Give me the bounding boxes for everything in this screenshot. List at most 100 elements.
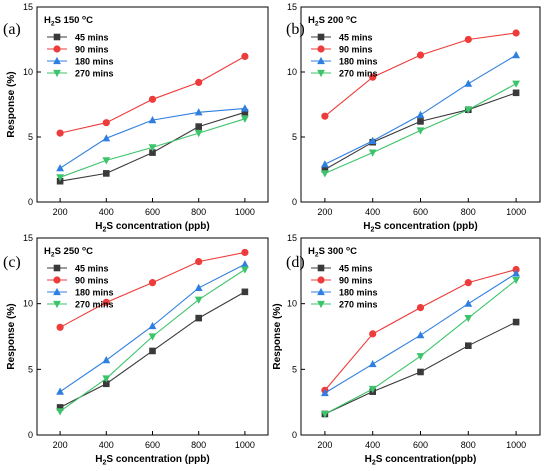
legend-label: 180 mins	[339, 57, 378, 67]
legend-marker	[53, 45, 61, 53]
y-tick-label: 5	[28, 132, 33, 142]
data-point	[464, 35, 472, 44]
condition-label: H2S 200 oC	[308, 15, 357, 28]
data-point	[195, 123, 202, 130]
data-point	[416, 127, 425, 135]
data-point	[512, 29, 520, 37]
chart-panel-2: 200 400 600 800 1000 0 5 10 15 H2S concentration …	[286, 2, 541, 234]
x-tick-label: 400	[99, 207, 114, 217]
data-point	[149, 149, 156, 156]
legend-label: 45 mins	[75, 264, 109, 274]
panel-letter: (d)	[286, 254, 305, 271]
data-point	[464, 279, 472, 287]
legend-label: 270 mins	[339, 300, 378, 310]
data-point	[368, 136, 377, 144]
x-tick-label: 1000	[506, 207, 526, 217]
data-point	[241, 288, 249, 296]
legend-marker	[53, 33, 61, 41]
data-point	[56, 323, 64, 331]
data-point	[416, 353, 425, 361]
legend-marker	[317, 276, 325, 284]
data-point	[241, 115, 249, 123]
panel-letter: (a)	[3, 21, 21, 38]
data-point	[149, 347, 156, 355]
data-point	[368, 359, 377, 368]
data-point	[241, 104, 249, 112]
data-point	[148, 321, 157, 330]
data-point	[464, 315, 473, 323]
data-point	[369, 330, 377, 338]
x-tick-label: 200	[317, 440, 332, 450]
legend-marker	[53, 300, 61, 309]
panel-letter: (c)	[3, 254, 21, 271]
condition-label: H2S 250 oC	[44, 246, 93, 259]
legend-label: 90 mins	[75, 45, 109, 55]
data-point	[512, 269, 520, 277]
data-point	[368, 385, 377, 394]
legend-marker	[317, 56, 325, 65]
data-point	[148, 116, 157, 124]
data-point	[416, 331, 425, 339]
data-point	[464, 79, 473, 87]
data-point	[102, 298, 110, 306]
chart-panel-4: 200 400 600 800 1000 0 5 10 15 H2S concentration(…	[272, 233, 541, 467]
x-axis-label: H2S concentration (ppb)	[363, 221, 477, 234]
x-tick-label: 1000	[506, 440, 526, 450]
legend-marker	[317, 287, 325, 296]
legend-label: 270 mins	[339, 69, 378, 79]
condition-label: H2S 150 oC	[44, 15, 93, 28]
y-tick-label: 15	[287, 233, 297, 243]
x-axis-label: H2S concentration(ppb)	[365, 454, 477, 467]
legend-label: 180 mins	[75, 288, 114, 298]
x-axis-label: H2S concentration (ppb)	[95, 221, 209, 234]
data-point	[321, 160, 329, 168]
chart-panel-3: 200 400 600 800 1000 0 5 10 15 H2S concentration …	[3, 233, 269, 467]
y-tick-label: 10	[287, 299, 297, 309]
legend-marker	[53, 287, 61, 296]
data-point	[417, 368, 424, 376]
y-axis-label: Response (%)	[6, 71, 17, 137]
data-point	[512, 51, 520, 59]
data-point	[56, 164, 64, 172]
x-tick-label: 400	[99, 440, 114, 450]
x-tick-label: 800	[461, 440, 476, 450]
x-tick-label: 800	[461, 207, 476, 217]
legend-label: 45 mins	[75, 33, 109, 43]
legend-label: 180 mins	[339, 288, 378, 298]
data-point	[194, 283, 203, 292]
data-point	[512, 276, 520, 285]
data-point	[102, 356, 111, 364]
x-tick-label: 1000	[235, 440, 255, 450]
data-point	[321, 166, 329, 173]
data-point	[512, 80, 520, 88]
data-point	[103, 380, 110, 388]
data-point	[321, 410, 329, 419]
y-tick-label: 10	[23, 67, 33, 77]
data-point	[195, 78, 203, 86]
legend-marker	[53, 276, 61, 284]
data-point	[148, 333, 157, 341]
data-point	[102, 375, 111, 383]
legend-marker	[317, 69, 325, 78]
data-point	[241, 260, 249, 268]
data-point	[417, 118, 424, 125]
legend-marker	[53, 69, 61, 78]
x-tick-label: 800	[191, 440, 206, 450]
y-tick-label: 0	[28, 430, 33, 440]
x-tick-label: 600	[413, 440, 428, 450]
data-point	[148, 279, 157, 287]
x-tick-label: 200	[53, 207, 68, 217]
data-point	[321, 388, 329, 397]
legend-label: 90 mins	[339, 276, 373, 286]
data-point	[56, 129, 64, 137]
data-point	[56, 408, 64, 416]
data-point	[321, 170, 329, 178]
data-point	[241, 248, 249, 257]
plot-frame	[300, 6, 541, 203]
legend-label: 270 mins	[75, 69, 114, 79]
data-point	[416, 51, 425, 59]
data-point	[148, 95, 157, 103]
data-point	[194, 296, 203, 304]
y-tick-label: 15	[23, 2, 33, 12]
